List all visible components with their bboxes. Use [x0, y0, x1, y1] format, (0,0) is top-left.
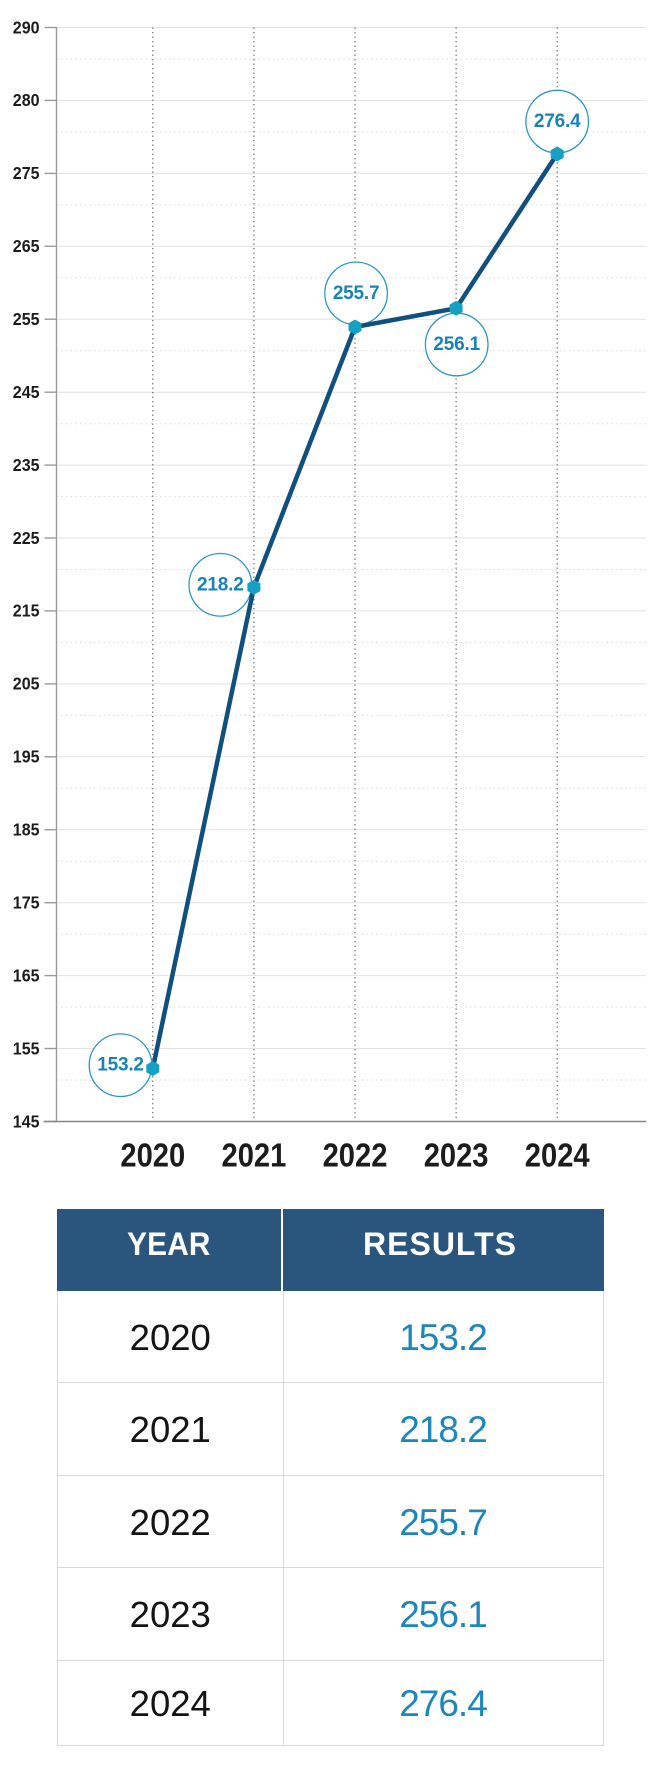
svg-text:275: 275: [13, 163, 40, 183]
svg-text:155: 155: [13, 1038, 40, 1058]
svg-text:2020: 2020: [120, 1137, 185, 1174]
svg-text:2021: 2021: [221, 1137, 286, 1174]
svg-text:290: 290: [13, 17, 40, 37]
svg-text:195: 195: [13, 747, 40, 767]
svg-text:276.4: 276.4: [534, 111, 581, 132]
svg-text:255: 255: [13, 309, 40, 329]
svg-text:175: 175: [13, 893, 40, 913]
svg-text:2022: 2022: [323, 1137, 388, 1174]
svg-text:265: 265: [13, 236, 40, 256]
svg-text:215: 215: [13, 601, 40, 621]
svg-text:280: 280: [13, 90, 40, 110]
svg-text:225: 225: [13, 528, 40, 548]
svg-text:153.2: 153.2: [97, 1055, 144, 1076]
svg-text:165: 165: [13, 966, 40, 986]
svg-text:185: 185: [13, 820, 40, 840]
svg-text:145: 145: [13, 1111, 40, 1131]
svg-text:245: 245: [13, 382, 40, 402]
svg-text:255.7: 255.7: [333, 283, 380, 304]
svg-text:218.2: 218.2: [197, 574, 244, 595]
svg-text:2023: 2023: [424, 1137, 489, 1174]
svg-text:256.1: 256.1: [433, 334, 480, 355]
svg-text:205: 205: [13, 674, 40, 694]
svg-text:235: 235: [13, 455, 40, 475]
svg-text:2024: 2024: [525, 1137, 590, 1174]
